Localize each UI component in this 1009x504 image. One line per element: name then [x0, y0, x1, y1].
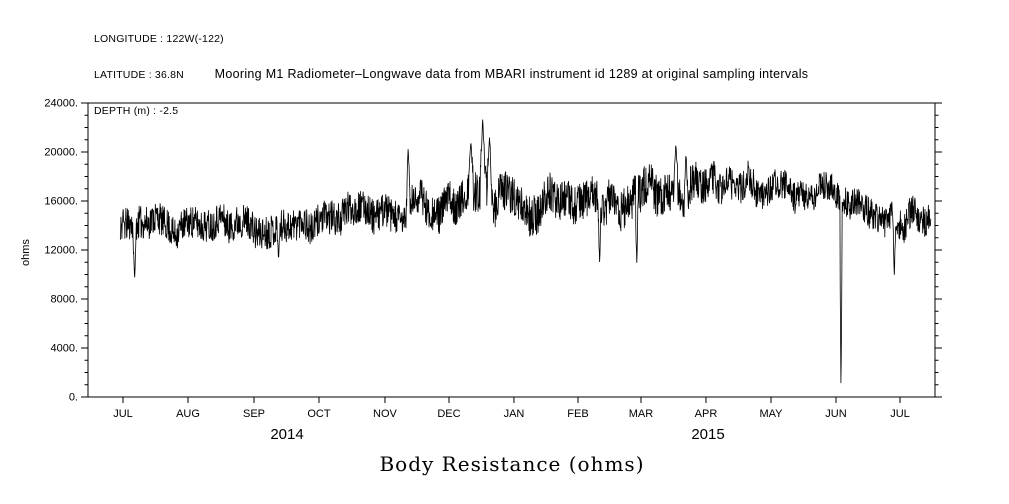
depth-label: DEPTH (m) : -2.5 — [94, 105, 179, 117]
year-label: 2014 — [270, 426, 303, 443]
y-tick-label: 8000. — [50, 294, 78, 306]
x-tick-label: JUL — [890, 408, 910, 420]
x-tick-label: DEC — [437, 408, 460, 420]
header-metadata: LONGITUDE : 122W(-122) LATITUDE : 36.8N … — [94, 9, 224, 141]
y-tick-label: 20000. — [44, 147, 78, 159]
year-labels: 2014 2015 — [270, 426, 724, 443]
series-body-resistance — [119, 119, 932, 384]
y-tick-label: 16000. — [44, 196, 78, 208]
x-tick-label: OCT — [307, 408, 331, 420]
x-tick-label: JUL — [113, 408, 133, 420]
y-tick-label: 0. — [69, 392, 78, 404]
y-tick-labels: 0. 4000. 8000. 12000. 16000. 20000. 24000. — [44, 98, 78, 404]
y-tick-label: 4000. — [50, 343, 78, 355]
figure-caption: Body Resistance (ohms) — [379, 452, 645, 476]
year-label: 2015 — [691, 426, 724, 443]
x-tick-labels: JUL AUG SEP OCT NOV DEC JAN FEB MAR APR MAY JUN JUL — [113, 408, 910, 420]
plot-frame — [87, 102, 936, 398]
x-tick-label: SEP — [243, 408, 265, 420]
x-tick-label: AUG — [176, 408, 200, 420]
longitude-label: LONGITUDE : 122W(-122) — [94, 33, 224, 45]
y-axis-ticks — [81, 102, 942, 398]
x-tick-label: NOV — [373, 408, 398, 420]
x-tick-label: MAY — [760, 408, 784, 420]
x-tick-label: JUN — [825, 408, 846, 420]
x-axis-ticks — [122, 397, 901, 403]
y-tick-label: 12000. — [44, 245, 78, 257]
y-tick-label: 24000. — [44, 98, 78, 110]
chart-title: Mooring M1 Radiometer–Longwave data from… — [214, 67, 809, 81]
x-tick-label: JAN — [504, 408, 525, 420]
latitude-label: LATITUDE : 36.8N — [94, 69, 184, 81]
x-tick-label: APR — [695, 408, 718, 420]
x-tick-label: MAR — [629, 408, 654, 420]
x-tick-label: FEB — [567, 408, 588, 420]
